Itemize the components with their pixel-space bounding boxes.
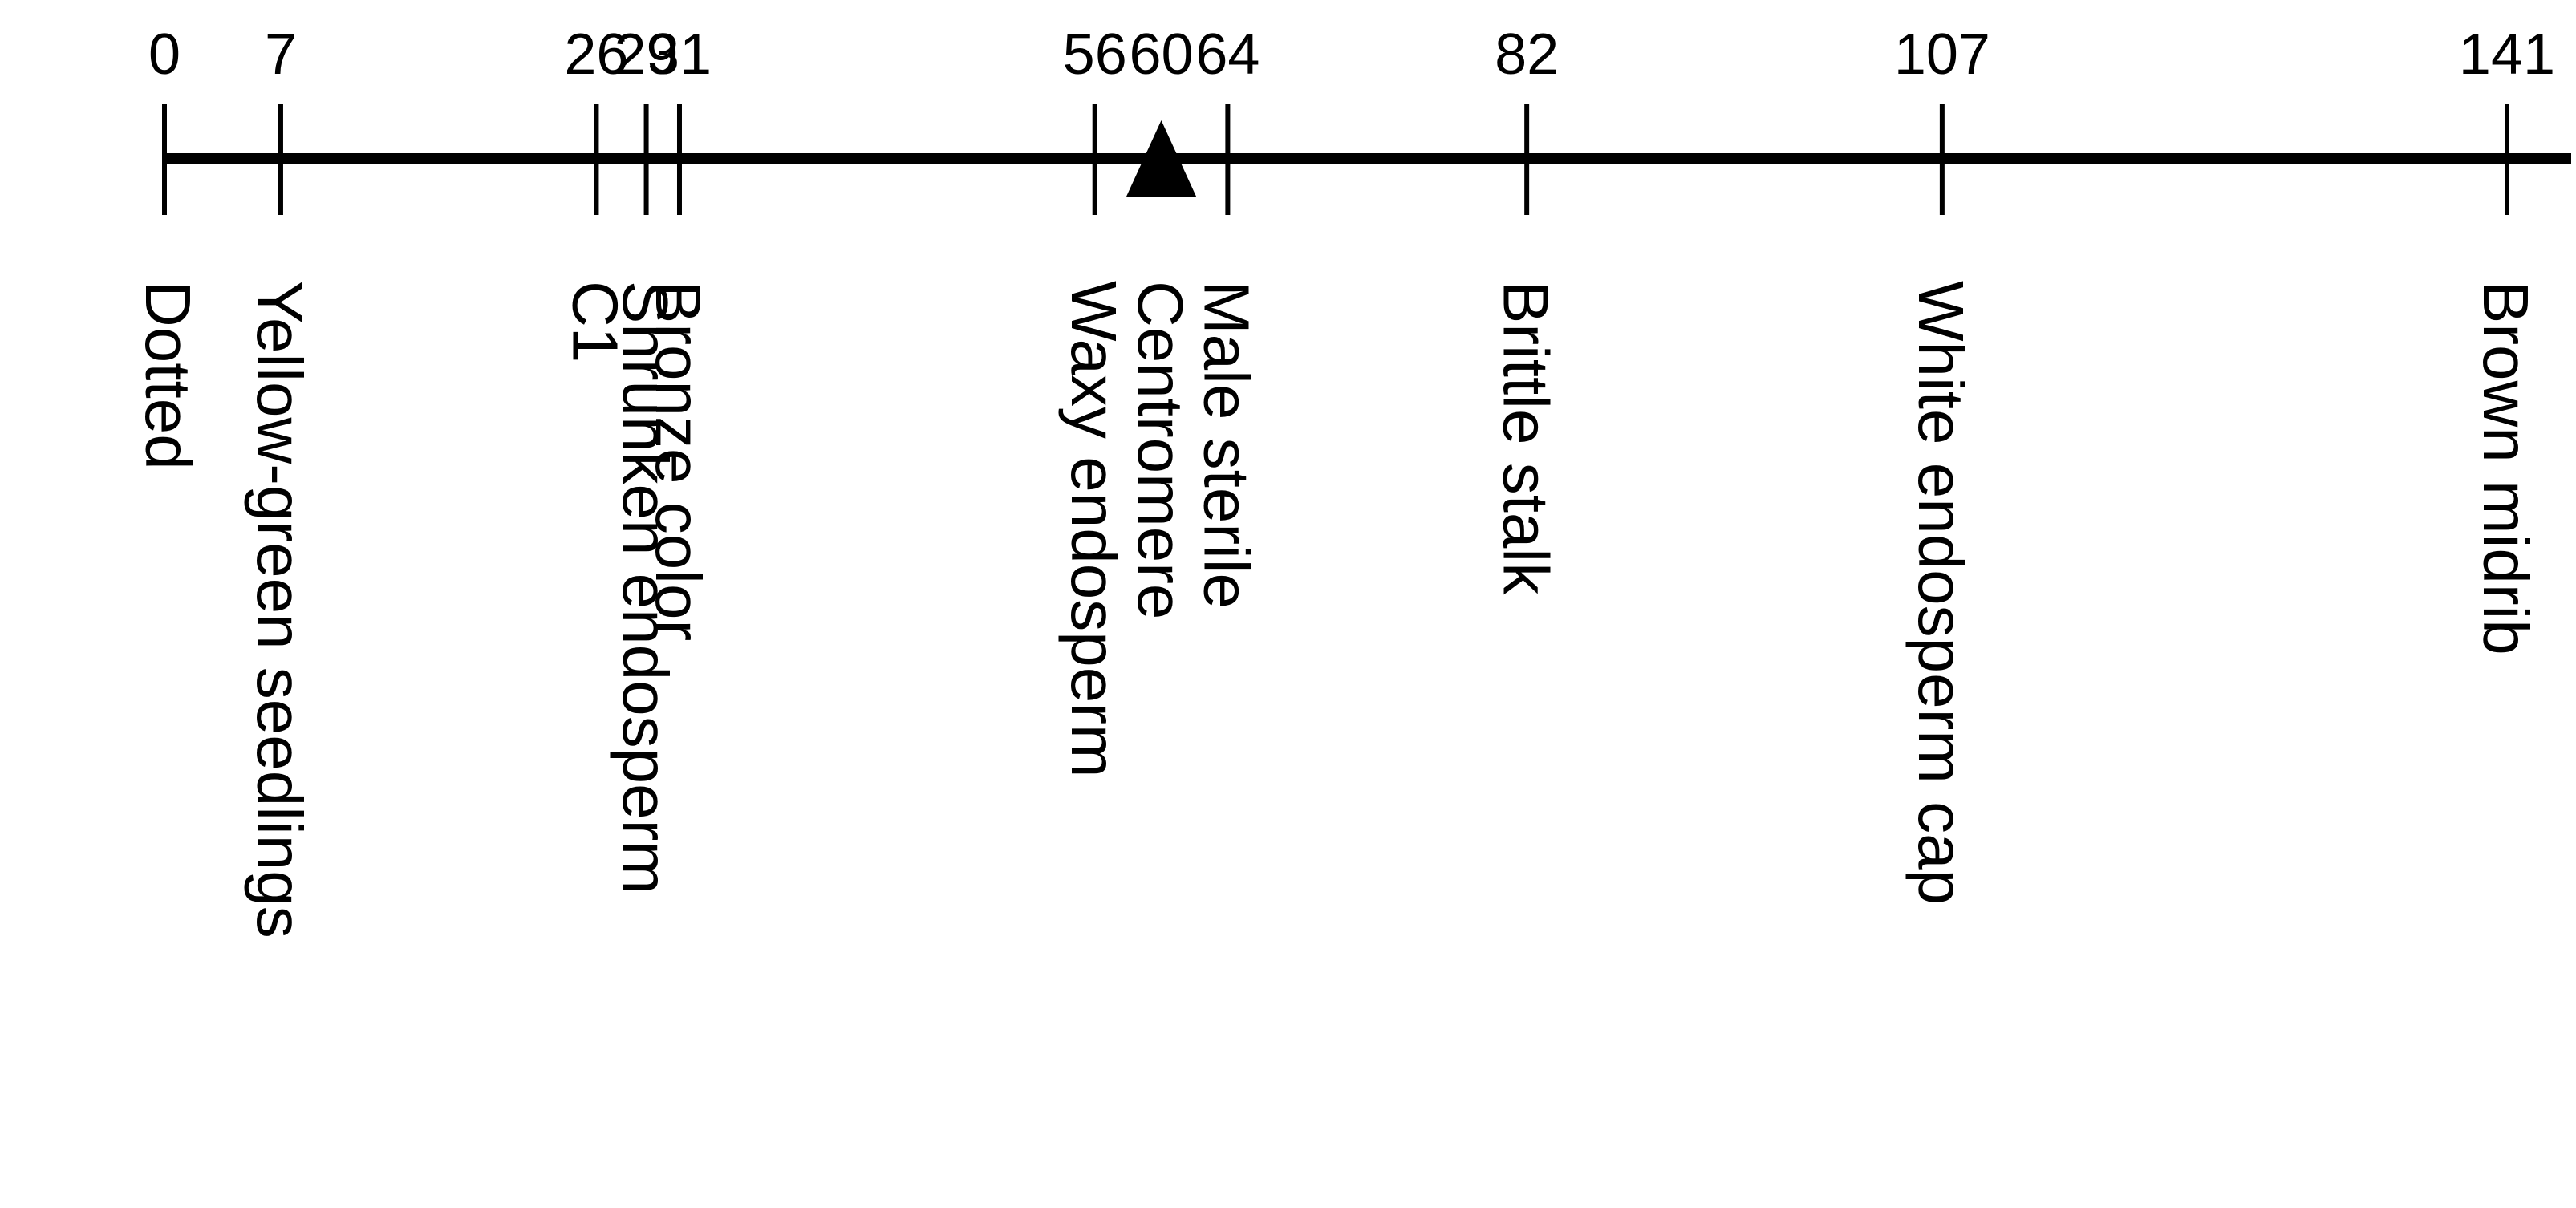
position-label-8: 107 (1894, 22, 1990, 87)
position-label-0: 0 (148, 22, 181, 87)
gene-label-1: Yellow-green seedlings (244, 281, 315, 938)
centromere-icon (1126, 120, 1197, 197)
position-label-7: 82 (1495, 22, 1559, 87)
position-label-4: 31 (647, 22, 712, 87)
gene-label-3: Shrunken endosperm (610, 281, 681, 894)
position-label-2: 26 (564, 22, 628, 87)
centromere-position-label: 60 (1130, 22, 1194, 87)
gene-label-6: Male sterile (1191, 281, 1263, 609)
marker-ticks (162, 104, 2509, 215)
gene-label-7: Brittle stalk (1490, 281, 1561, 595)
gene-label-5: Waxy endosperm (1058, 281, 1130, 778)
position-label-9: 141 (2459, 22, 2555, 87)
centromere-label: Centromere (1125, 281, 1196, 619)
gene-label-2: C1 (560, 281, 631, 363)
gene-label-9: Brown midrib (2470, 281, 2542, 655)
gene-label-8: White endosperm cap (1905, 281, 1977, 905)
position-label-3: 29 (615, 22, 679, 87)
position-label-6: 64 (1195, 22, 1260, 87)
position-label-1: 7 (265, 22, 297, 87)
position-label-5: 56 (1063, 22, 1127, 87)
gene-label-4: Bronze color (643, 281, 714, 641)
gene-label-0: Dotted (132, 281, 204, 470)
